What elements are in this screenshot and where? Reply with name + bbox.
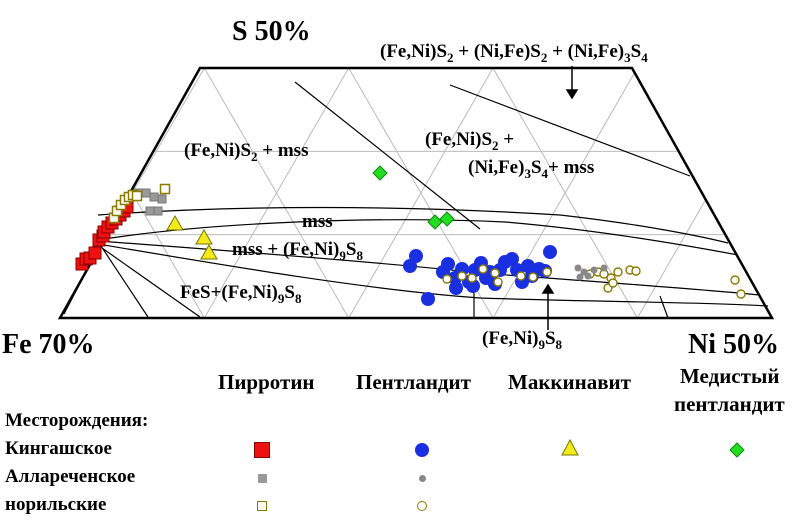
- legend-symbol-allarechensk-pyrrhotite: [252, 468, 272, 488]
- data-point-pentlandite-noril: [736, 289, 746, 299]
- red-square-icon: [254, 442, 270, 458]
- field-label-pyrite-vs-mss-line2: (Ni,Fe)3S4+ mss: [468, 157, 594, 181]
- grid-line: [348, 67, 494, 319]
- gray-circle-icon: [418, 474, 426, 482]
- yellow-triangle-icon: [561, 438, 579, 456]
- data-point-mackinawite-kinga: [200, 243, 218, 260]
- grid-line: [203, 67, 350, 319]
- grid-line: [131, 191, 205, 319]
- data-point-pentlandite-noril: [613, 267, 623, 277]
- field-label-mss: mss: [302, 211, 333, 232]
- legend-row-kingash: Кингашское: [5, 438, 112, 459]
- data-point-pentlandite-kinga: [543, 245, 557, 259]
- hollow-square-icon: [257, 501, 267, 511]
- data-point-pyrrhotite-allar: [145, 206, 155, 216]
- data-point-pyrrhotite-kinga: [88, 246, 102, 260]
- field-label-pyrite-mss: (Fe,Ni)S2 + mss: [184, 140, 308, 164]
- hollow-circle-icon: [417, 501, 427, 511]
- data-point-mackinawite-kinga: [195, 228, 213, 245]
- data-point-pentlandite-kinga: [409, 249, 423, 263]
- data-point-pyrrhotite-allar: [153, 206, 163, 216]
- legend-header-mackinawite: Маккинавит: [508, 370, 631, 394]
- vertex-labels: S 50% Fe 70% Ni 50%: [2, 16, 779, 360]
- legend-symbol-kingash-cu-pentlandite: [727, 440, 747, 460]
- data-point-pentlandite-allar: [574, 264, 582, 272]
- data-point-pentlandite-noril: [730, 275, 740, 285]
- field-label-top-assemblage: (Fe,Ni)S2 + (Ni,Fe)S2 + (Ni,Fe)3S4: [380, 41, 648, 65]
- data-markers: [75, 165, 746, 306]
- legend-symbol-norilsk-pentlandite: [412, 496, 432, 516]
- field-label-pyrite-vs-mss-line1: (Fe,Ni)S2 +: [425, 129, 514, 153]
- data-point-pyrrhotite-noril: [159, 183, 171, 195]
- boundary-mss-lower: [97, 219, 739, 256]
- boundary-fes-tie-b: [100, 245, 149, 318]
- boundary-pn-lower: [97, 243, 769, 307]
- arrow-head-pentlandite: [541, 283, 555, 294]
- boundary-pyrite-mss-vs-vaesite: [294, 81, 481, 230]
- data-point-pentlandite-noril: [516, 271, 526, 281]
- field-labels: (Fe,Ni)S2 + (Ni,Fe)S2 + (Ni,Fe)3S4 (Fe,N…: [180, 41, 648, 352]
- data-point-pentlandite-noril: [478, 264, 488, 274]
- blue-circle-icon: [415, 443, 429, 457]
- field-label-mss-pn: mss + (Fe,Ni)9S8: [232, 239, 363, 263]
- legend-symbol-allarechensk-pentlandite: [412, 468, 432, 488]
- arrow-head-top-assemblage: [565, 89, 579, 100]
- vertex-label-s: S 50%: [232, 16, 311, 47]
- boundary-pn-tick-b: [659, 295, 669, 319]
- data-point-mackinawite-kinga: [166, 214, 184, 231]
- legend-symbol-kingash-mackinawite: [560, 438, 580, 458]
- legend-header-pentlandite: Пентландит: [356, 370, 471, 394]
- data-point-pentlandite-noril: [608, 278, 618, 288]
- gray-square-icon: [257, 473, 267, 483]
- legend-header-cu-pentlandite-line1: Медистый: [680, 364, 780, 388]
- data-point-pentlandite-noril: [490, 268, 500, 278]
- legend-header-pyrrhotite: Пирротин: [218, 370, 315, 394]
- green-diamond-icon: [729, 442, 745, 458]
- data-point-pentlandite-kinga: [441, 257, 455, 271]
- vertex-label-ni: Ni 50%: [688, 329, 779, 360]
- data-point-pentlandite-noril: [528, 272, 538, 282]
- data-point-pentlandite-allar: [584, 272, 592, 280]
- data-point-pyrrhotite-allar: [141, 188, 151, 198]
- legend-symbol-norilsk-pyrrhotite: [252, 496, 272, 516]
- data-point-pentlandite-noril: [467, 273, 477, 283]
- data-point-pyrrhotite-allar: [149, 192, 159, 202]
- boundary-upper-assemblage: [449, 84, 691, 177]
- data-point-pentlandite-allar: [576, 273, 584, 281]
- phase-boundaries: [63, 81, 769, 319]
- annotation-arrows: [541, 66, 579, 330]
- data-point-pentlandite-noril: [542, 267, 552, 277]
- legend-deposits-title: Месторождения:: [5, 410, 149, 431]
- data-point-pentlandite-allar: [600, 264, 608, 272]
- field-label-pn: (Fe,Ni)9S8: [482, 328, 563, 352]
- data-point-pentlandite-noril: [631, 266, 641, 276]
- data-point-cu-pentlandite-kinga: [439, 211, 455, 227]
- vertex-label-fe: Fe 70%: [2, 329, 95, 360]
- data-point-pyrrhotite-allar: [157, 194, 167, 204]
- data-point-pentlandite-kinga: [466, 279, 480, 293]
- grid-line: [636, 200, 706, 319]
- legend-row-norilsk: норильские: [5, 494, 107, 515]
- data-point-pentlandite-noril: [493, 277, 503, 287]
- legend-symbol-kingash-pentlandite: [412, 440, 432, 460]
- field-label-fes-pn: FeS+(Fe,Ni)9S8: [180, 282, 302, 306]
- data-point-pentlandite-kinga: [505, 252, 519, 266]
- data-point-pentlandite-kinga: [449, 281, 463, 295]
- legend-header-cu-pentlandite-line2: пентландит: [674, 392, 785, 416]
- boundary-fes-tie-c: [101, 247, 201, 318]
- legend-row-allarechensk: Аллареченское: [5, 466, 136, 487]
- data-point-pentlandite-kinga: [421, 292, 435, 306]
- data-point-pentlandite-kinga: [455, 262, 469, 276]
- boundary-mss-upper: [97, 206, 729, 244]
- data-point-cu-pentlandite-kinga: [372, 165, 388, 181]
- data-point-cu-pentlandite-kinga: [427, 214, 443, 230]
- data-point-pentlandite-noril: [442, 274, 452, 284]
- legend-symbol-kingash-pyrrhotite: [252, 440, 272, 460]
- data-point-pentlandite-noril: [457, 271, 467, 281]
- data-point-pentlandite-allar: [590, 266, 598, 274]
- data-point-pyrrhotite-noril: [131, 190, 143, 202]
